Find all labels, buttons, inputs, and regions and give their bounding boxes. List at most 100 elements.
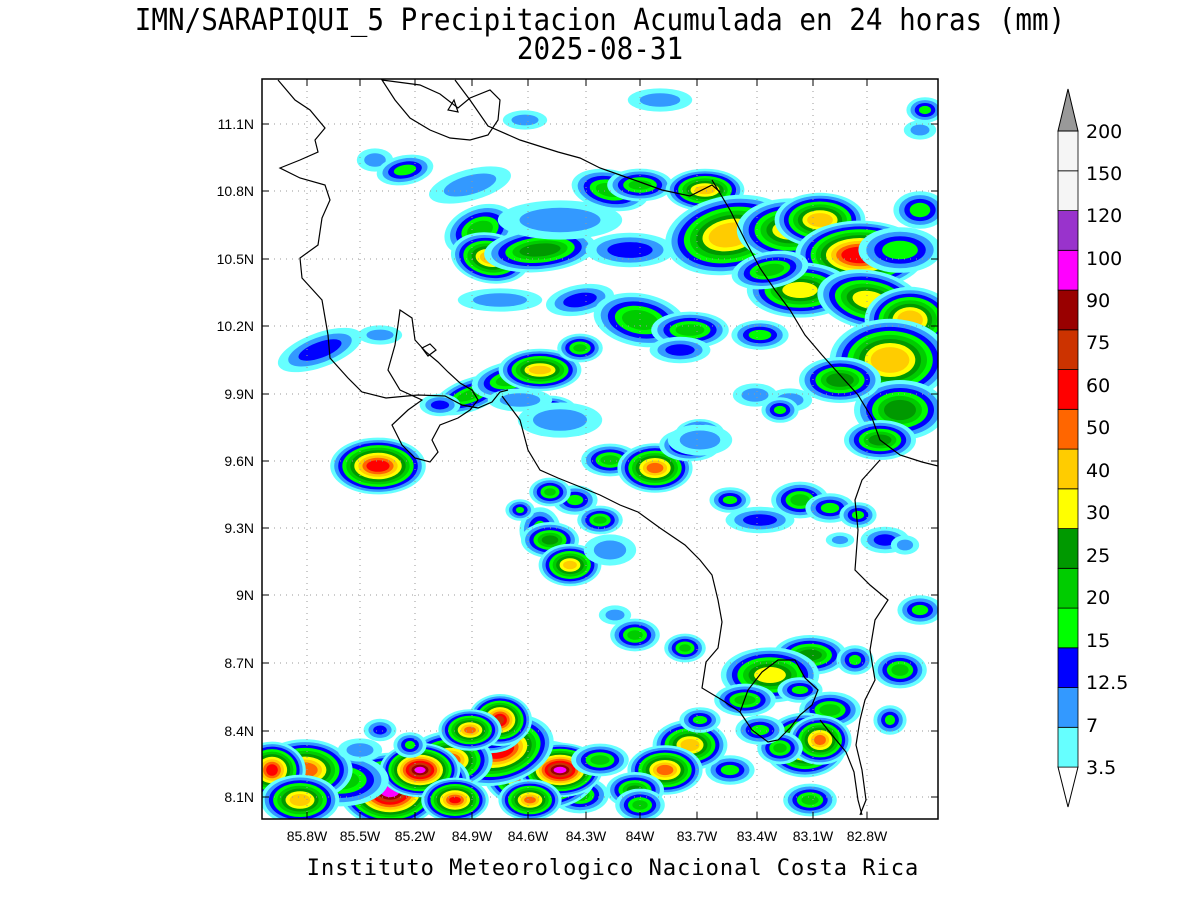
precip-contour — [515, 506, 525, 514]
precip-contour — [782, 282, 818, 298]
north-islet — [447, 98, 459, 113]
lat-tick-label: 8.1N — [224, 789, 254, 805]
colorbar-swatch — [1057, 567, 1079, 609]
lat-tick-label: 10.2N — [217, 318, 254, 334]
precip-cell — [393, 732, 427, 758]
precip-contour — [499, 393, 541, 407]
precip-cell — [337, 738, 383, 762]
precip-cell — [497, 200, 623, 240]
precip-cell — [557, 333, 603, 363]
precip-cell — [429, 166, 511, 204]
lon-tick-label: 84.6W — [508, 828, 549, 844]
footer-credit: Instituto Meteorologico Nacional Costa R… — [306, 856, 920, 881]
precip-contour — [364, 153, 386, 167]
lon-tick-label: 84W — [626, 828, 656, 844]
colorbar-label: 150 — [1086, 163, 1123, 185]
precip-contour — [750, 724, 770, 736]
precip-contour — [870, 347, 910, 373]
colorbar-label: 100 — [1086, 248, 1123, 270]
precip-contour — [404, 740, 416, 750]
colorbar — [1057, 88, 1079, 808]
precip-cell — [438, 709, 502, 751]
precipitation-field — [262, 88, 938, 819]
colorbar-swatch — [1057, 448, 1079, 490]
precip-cell — [873, 705, 907, 735]
lon-tick-label: 85.5W — [340, 828, 381, 844]
precip-cell — [873, 651, 927, 689]
colorbar-swatch — [1057, 488, 1079, 529]
precip-cell — [731, 250, 809, 290]
colorbar-min-arrow — [1057, 766, 1079, 808]
precip-contour — [449, 796, 461, 804]
precip-contour — [563, 292, 597, 308]
colorbar-swatch — [1057, 289, 1079, 331]
precip-contour — [366, 460, 390, 472]
precip-contour — [896, 539, 914, 551]
colorbar-swatch — [1057, 210, 1079, 251]
precip-contour — [473, 293, 527, 307]
precip-contour — [754, 667, 786, 683]
precip-contour — [692, 715, 708, 725]
precip-contour — [773, 743, 787, 753]
precip-contour — [366, 329, 394, 341]
precip-cell — [583, 534, 637, 566]
precip-contour — [918, 105, 932, 115]
precip-cell — [330, 437, 426, 495]
precip-contour — [694, 185, 716, 195]
precip-contour — [519, 207, 601, 233]
precip-contour — [773, 405, 787, 415]
precip-cell — [363, 718, 397, 742]
colorbar-label: 60 — [1086, 375, 1111, 397]
precip-cell — [457, 288, 543, 312]
lat-tick-label: 9.3N — [224, 520, 254, 536]
colorbar-swatch — [1057, 687, 1079, 728]
precip-contour — [873, 534, 897, 546]
precip-cell — [607, 168, 673, 202]
precip-contour — [519, 243, 561, 257]
precip-cell — [799, 357, 881, 403]
precip-cell — [836, 645, 874, 675]
precip-contour — [884, 714, 896, 726]
precip-contour — [656, 764, 674, 776]
precip-contour — [544, 488, 556, 496]
precip-contour — [605, 609, 625, 621]
lon-tick-label: 82.8W — [847, 828, 888, 844]
colorbar-label: 50 — [1086, 417, 1111, 439]
lat-tick-label: 10.8N — [217, 183, 254, 199]
colorbar-swatch — [1057, 170, 1079, 212]
colorbar-label: 3.5 — [1086, 757, 1117, 779]
colorbar-swatch — [1057, 726, 1079, 768]
precip-contour — [679, 430, 721, 450]
colorbar-swatch — [1057, 647, 1079, 688]
precip-cell — [906, 97, 938, 123]
precip-contour — [680, 739, 700, 751]
precip-contour — [722, 495, 738, 505]
precip-contour — [289, 794, 311, 806]
precip-contour — [807, 213, 833, 227]
precip-cell — [517, 402, 603, 438]
colorbar-swatch — [1057, 329, 1079, 370]
precip-cell — [419, 393, 461, 417]
precip-contour — [511, 114, 539, 126]
precip-contour — [910, 124, 930, 136]
precip-cell — [679, 707, 721, 733]
precip-cell — [761, 397, 799, 423]
precip-cell — [732, 383, 778, 407]
precip-contour — [430, 400, 450, 410]
precip-contour — [848, 654, 862, 666]
precip-contour — [814, 734, 826, 746]
precip-cell — [585, 232, 675, 268]
precip-cell — [890, 535, 920, 555]
colorbar-swatch — [1057, 408, 1079, 450]
precip-contour — [679, 644, 691, 652]
precip-contour — [528, 365, 552, 375]
precip-contour — [819, 704, 841, 716]
lat-tick-label: 8.7N — [224, 655, 254, 671]
colorbar-swatch — [1057, 130, 1079, 172]
precip-cell — [731, 320, 789, 350]
lon-tick-label: 83.4W — [737, 828, 778, 844]
colorbar-swatch — [1057, 607, 1079, 649]
colorbar-label: 120 — [1086, 205, 1123, 227]
colorbar-label: 25 — [1086, 545, 1111, 567]
